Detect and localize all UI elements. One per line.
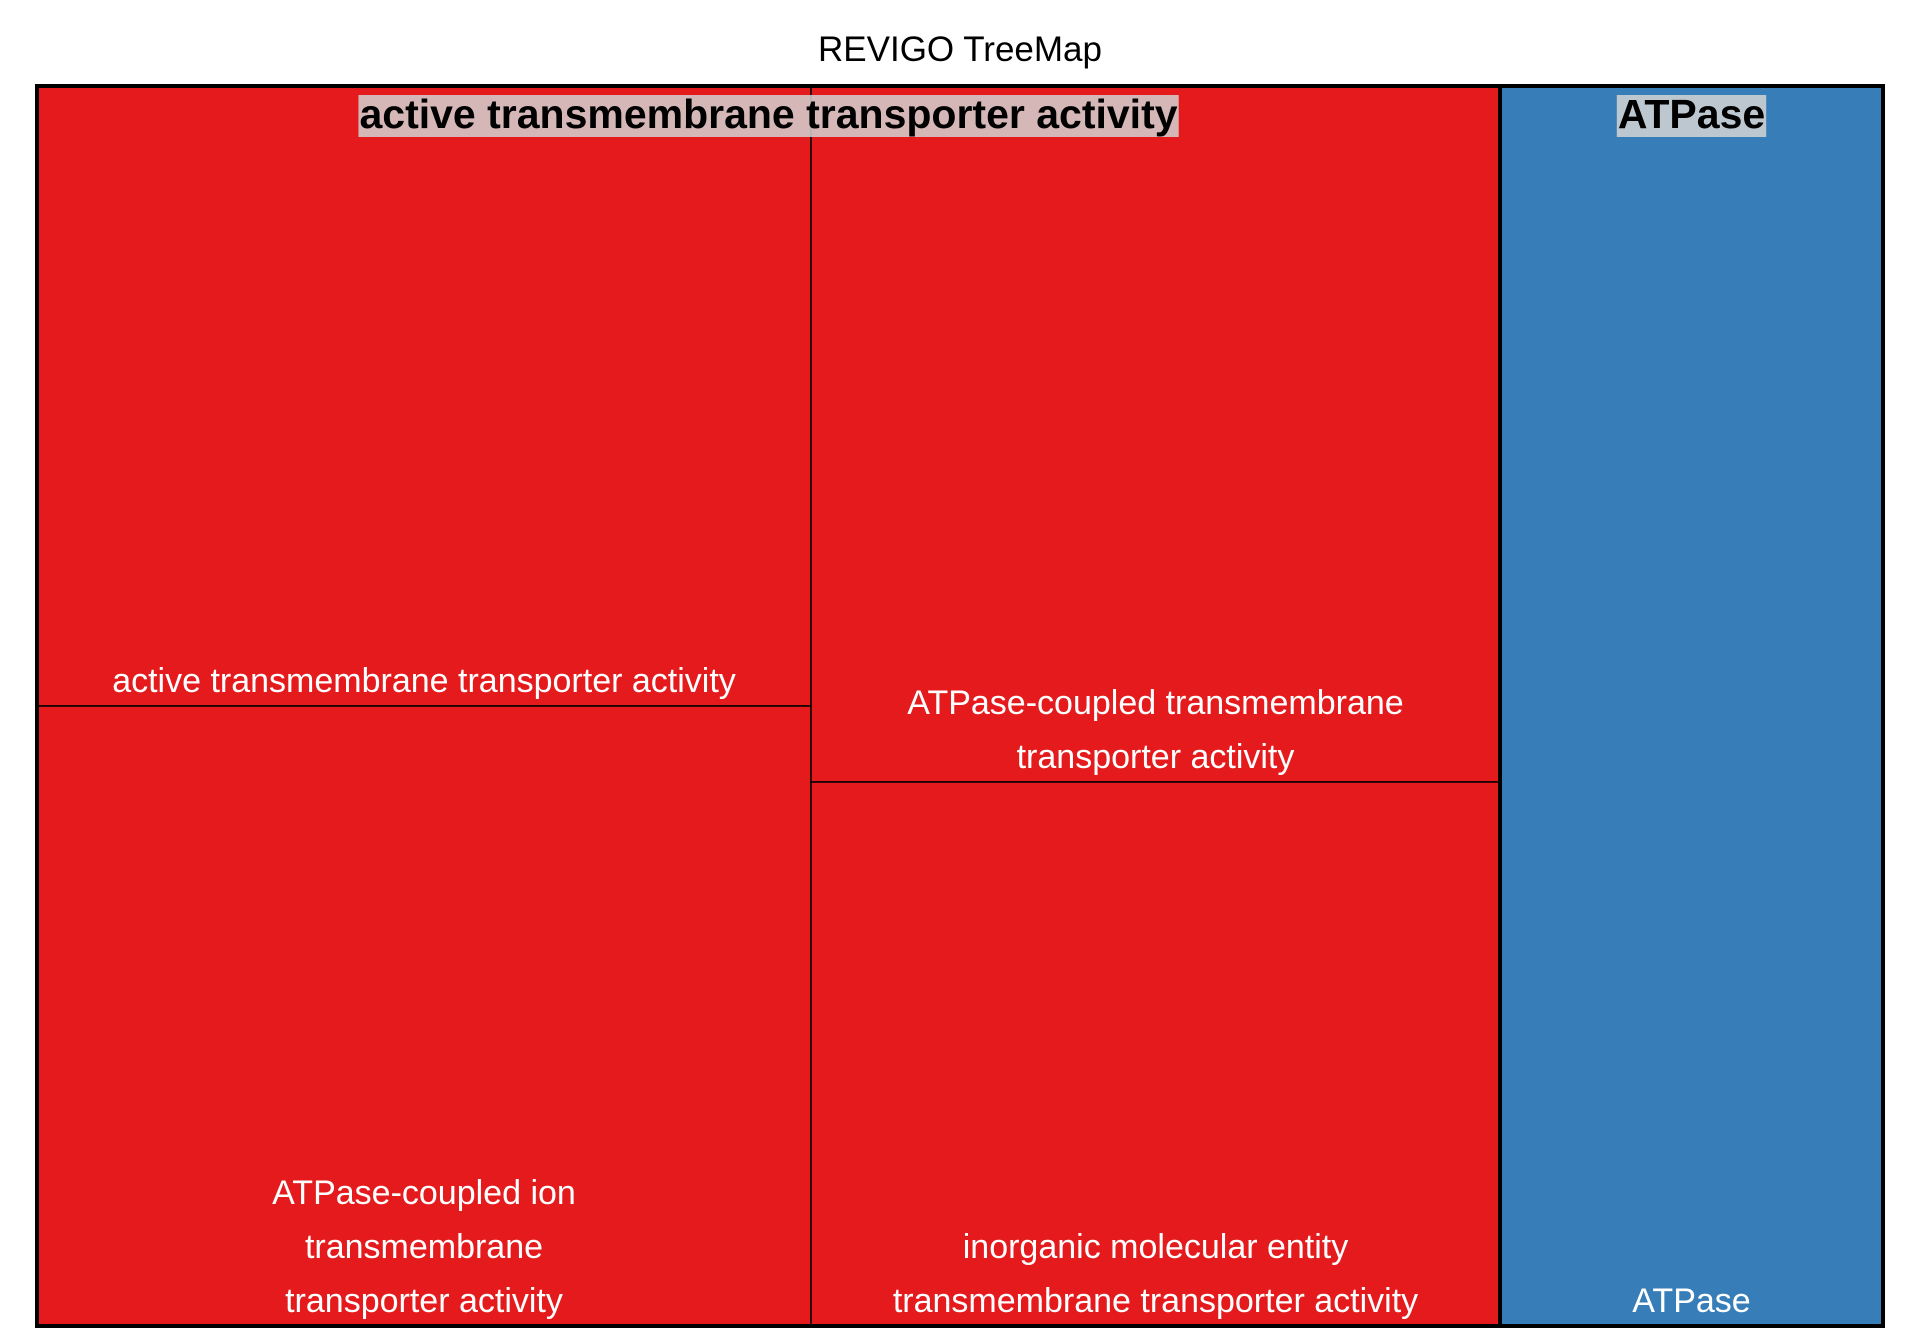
tile-label: active transmembrane transporter activit… [112,662,736,700]
treemap-tile [36,85,812,707]
tile-label: transporter activity [285,1282,563,1320]
tile-label: transporter activity [1017,738,1295,776]
group-label: ATPase [1618,91,1765,137]
treemap-tile [36,705,812,1327]
group-label-background [1616,95,1767,137]
tile-label: ATPase-coupled ion [272,1174,576,1212]
group-label-background [358,95,1179,137]
treemap-tile [810,781,1501,1327]
treemap-tile [810,85,1501,783]
group-label: active transmembrane transporter activit… [359,91,1177,137]
tile-label: ATPase [1632,1282,1750,1320]
treemap-tile [1499,85,1884,1327]
tile-label: inorganic molecular entity [963,1228,1349,1266]
chart-title: REVIGO TreeMap [818,30,1102,69]
treemap-group: ATPase [1498,84,1885,1328]
treemap-group: active transmembrane transporter activit… [35,84,1502,1328]
tile-label: transmembrane transporter activity [893,1282,1418,1320]
tile-label: transmembrane [305,1228,543,1266]
treemap-group-border [1498,84,1885,1328]
tile-label: ATPase-coupled transmembrane [907,684,1403,722]
